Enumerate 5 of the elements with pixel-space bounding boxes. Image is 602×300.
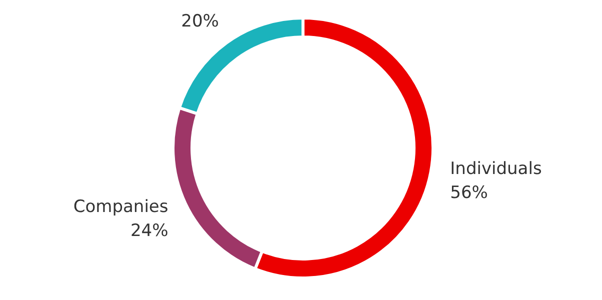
slice-label: Individuals bbox=[450, 158, 542, 179]
data-label: 20% bbox=[181, 12, 219, 32]
data-label: 24% bbox=[130, 221, 168, 242]
data-label: 56% bbox=[450, 182, 488, 203]
slice-label: Companies bbox=[73, 197, 168, 218]
